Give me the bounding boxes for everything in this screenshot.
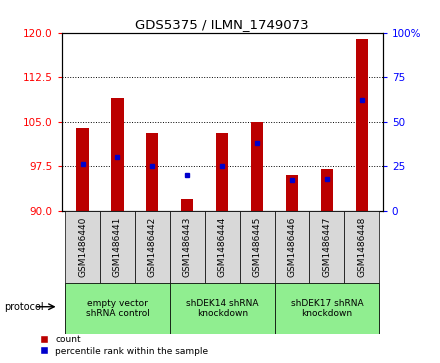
Bar [77, 127, 88, 211]
Bar [135, 211, 170, 283]
Bar [100, 283, 135, 334]
Bar [170, 283, 275, 334]
Bar [240, 283, 275, 334]
Bar [345, 211, 379, 283]
Bar [275, 283, 379, 334]
Bar [111, 98, 124, 211]
Bar [170, 283, 205, 334]
Bar [205, 211, 240, 283]
Text: GSM1486441: GSM1486441 [113, 216, 122, 277]
Text: shDEK17 shRNA
knockdown: shDEK17 shRNA knockdown [291, 299, 363, 318]
Text: GSM1486447: GSM1486447 [323, 216, 331, 277]
Text: protocol: protocol [4, 302, 44, 312]
Bar [146, 134, 158, 211]
Bar [275, 211, 309, 283]
Title: GDS5375 / ILMN_1749073: GDS5375 / ILMN_1749073 [136, 19, 309, 32]
Bar [65, 283, 100, 334]
Text: GSM1486442: GSM1486442 [148, 216, 157, 277]
Text: GSM1486446: GSM1486446 [287, 216, 297, 277]
Bar [100, 211, 135, 283]
Bar [309, 211, 345, 283]
Bar [135, 283, 170, 334]
Bar [345, 283, 379, 334]
Text: GSM1486448: GSM1486448 [357, 216, 367, 277]
Text: shDEK14 shRNA
knockdown: shDEK14 shRNA knockdown [186, 299, 258, 318]
Bar [181, 199, 194, 211]
Text: GSM1486443: GSM1486443 [183, 216, 192, 277]
Text: GSM1486445: GSM1486445 [253, 216, 262, 277]
Bar [65, 283, 170, 334]
Bar [240, 211, 275, 283]
Bar [321, 169, 333, 211]
Bar [251, 122, 263, 211]
Bar [170, 211, 205, 283]
Text: GSM1486440: GSM1486440 [78, 216, 87, 277]
Text: empty vector
shRNA control: empty vector shRNA control [85, 299, 150, 318]
Bar [356, 38, 368, 211]
Bar [309, 283, 345, 334]
Legend: count, percentile rank within the sample: count, percentile rank within the sample [40, 334, 209, 357]
Bar [205, 283, 240, 334]
Bar [286, 175, 298, 211]
Bar [275, 283, 309, 334]
Text: GSM1486444: GSM1486444 [218, 216, 227, 277]
Bar [65, 211, 100, 283]
Bar [216, 134, 228, 211]
